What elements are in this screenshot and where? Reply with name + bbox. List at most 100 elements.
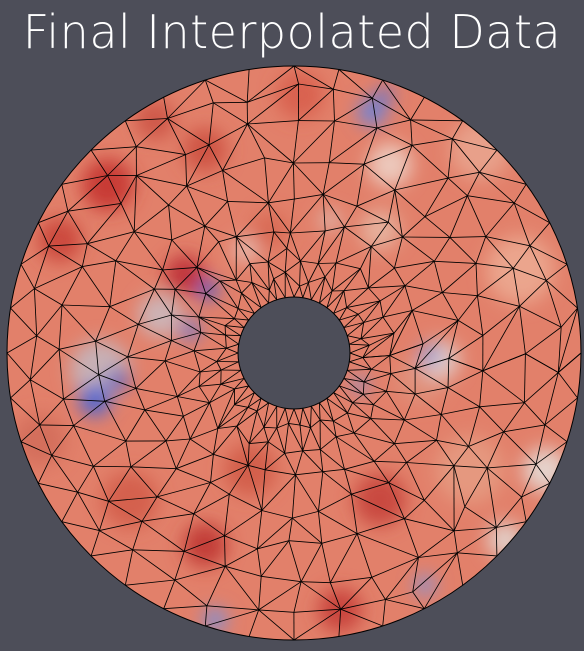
field-blob-7	[436, 436, 504, 504]
mesh-edge-715	[167, 118, 186, 155]
mesh-edge-45	[336, 432, 355, 438]
mesh-edge-67	[318, 262, 337, 264]
mesh-edge-227	[48, 210, 69, 247]
mesh-edge-250	[343, 378, 364, 395]
mesh-edge-342	[299, 425, 304, 451]
mesh-edge-693	[99, 520, 143, 532]
mesh-edge-787	[61, 184, 69, 212]
mesh-edge-627	[63, 398, 105, 402]
field-blob-11	[102, 472, 158, 528]
mesh-edge-708	[48, 243, 88, 247]
mesh-edge-572	[186, 185, 228, 202]
mesh-edge-558	[104, 388, 137, 402]
mesh-edge-476	[344, 469, 352, 495]
mesh-edge-401	[389, 355, 416, 369]
mesh-edge-99	[370, 246, 395, 269]
mesh-edge-337	[332, 421, 337, 437]
mesh-edge-114	[210, 482, 230, 495]
mesh-edge-750	[495, 527, 498, 556]
mesh-edge-220	[77, 491, 100, 531]
mesh-edge-100	[394, 267, 406, 286]
mesh-edge-421	[247, 443, 250, 466]
mesh-edge-237	[410, 119, 453, 140]
mesh-edge-136	[479, 370, 484, 407]
mesh-edge-688	[206, 566, 226, 606]
mesh-edge-278	[220, 377, 245, 385]
mesh-edge-541	[318, 511, 358, 534]
mesh-edge-425	[189, 428, 218, 440]
mesh-edge-739	[525, 326, 562, 355]
mesh-edge-762	[248, 609, 260, 637]
mesh-edge-235	[333, 88, 373, 99]
mesh-edge-281	[220, 361, 239, 371]
mesh-edge-260	[310, 406, 312, 428]
mesh-edge-211	[412, 552, 458, 593]
mesh-edge-348	[248, 427, 265, 444]
mesh-edge-46	[320, 436, 337, 450]
mesh-edge-204	[512, 268, 520, 307]
field-blob-29	[377, 87, 393, 103]
mesh-edge-413	[320, 449, 345, 470]
mesh-edge-295	[241, 292, 262, 309]
mesh-edge-354	[217, 388, 235, 429]
mesh-edge-569	[168, 204, 173, 240]
mesh-edge-263	[293, 408, 301, 426]
mesh-edge-656	[424, 195, 468, 218]
mesh-edge-5	[333, 412, 348, 422]
mesh-edge-749	[496, 521, 527, 528]
mesh-edge-448	[286, 232, 291, 249]
mesh-edge-489	[165, 438, 191, 442]
field-blob-26	[198, 280, 218, 300]
mesh-edge-769	[91, 549, 133, 557]
mesh-edge-2	[362, 381, 365, 395]
mesh-edge-795	[204, 79, 214, 103]
mesh-edge-142	[321, 533, 358, 544]
mesh-edge-407	[370, 418, 405, 421]
mesh-edge-523	[411, 292, 443, 311]
mesh-edge-284	[226, 347, 239, 354]
mesh-edge-601	[453, 465, 488, 469]
mesh-edge-438	[175, 288, 206, 295]
mesh-edge-533	[436, 439, 469, 447]
mesh-edge-115	[176, 468, 211, 483]
mesh-edge-817	[560, 307, 578, 328]
mesh-edge-92	[196, 241, 219, 268]
mesh-edge-643	[208, 144, 223, 171]
mesh-edge-813	[529, 222, 551, 247]
mesh-edge-226	[33, 245, 50, 289]
mesh-edge-141	[356, 518, 405, 535]
mesh-edge-556	[125, 409, 146, 442]
mesh-edge-545	[257, 517, 293, 550]
mesh-edge-217	[174, 579, 208, 607]
mesh-edge-332	[352, 402, 374, 406]
mesh-edge-709	[67, 210, 88, 244]
mesh-edge-261	[302, 408, 311, 428]
mesh-edge-39	[362, 345, 370, 358]
mesh-edge-452	[317, 226, 345, 264]
mesh-edge-742	[557, 372, 578, 399]
mesh-edge-177	[330, 576, 372, 584]
mesh-edge-624	[93, 440, 127, 467]
mesh-edge-349	[248, 410, 258, 444]
mesh-edge-29	[284, 271, 300, 287]
mesh-edge-293	[237, 308, 255, 314]
mesh-edge-56	[193, 350, 201, 373]
mesh-edge-418	[264, 452, 285, 471]
mesh-edge-135	[448, 320, 459, 359]
mesh-edge-685	[258, 581, 302, 611]
mesh-edge-778	[10, 379, 31, 399]
mesh-edge-139	[423, 465, 455, 501]
mesh-edge-638	[133, 175, 137, 232]
mesh-edge-103	[414, 343, 424, 369]
mesh-edge-453	[335, 226, 345, 264]
mesh-edge-112	[261, 510, 293, 519]
mesh-edge-779	[6, 352, 31, 380]
mesh-edge-667	[524, 372, 559, 404]
mesh-edge-381	[299, 260, 301, 287]
mesh-edge-71	[379, 300, 384, 318]
mesh-edge-780	[6, 335, 37, 354]
mesh-edge-757	[340, 608, 383, 627]
mesh-edge-531	[441, 406, 480, 415]
